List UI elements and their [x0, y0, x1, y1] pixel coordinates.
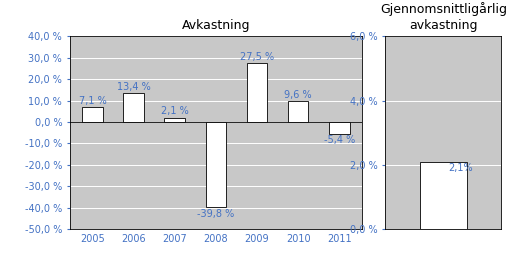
Text: -39,8 %: -39,8 % — [197, 209, 235, 219]
Title: Avkastning: Avkastning — [181, 19, 250, 32]
Text: 2,1%: 2,1% — [449, 163, 473, 173]
Bar — [288, 102, 309, 122]
Title: Gjennomsnittligårlig
avkastning: Gjennomsnittligårlig avkastning — [380, 2, 507, 32]
Text: 7,1 %: 7,1 % — [79, 96, 107, 105]
Bar — [329, 122, 349, 134]
Bar — [247, 63, 267, 122]
Bar — [82, 107, 103, 122]
Bar — [123, 93, 144, 122]
Text: 27,5 %: 27,5 % — [240, 52, 274, 62]
Text: 13,4 %: 13,4 % — [117, 82, 150, 92]
Text: 2,1 %: 2,1 % — [161, 106, 189, 116]
Bar — [164, 118, 185, 122]
Bar — [206, 122, 226, 207]
Text: -5,4 %: -5,4 % — [324, 135, 355, 145]
Bar — [419, 162, 467, 229]
Text: 9,6 %: 9,6 % — [284, 90, 312, 100]
